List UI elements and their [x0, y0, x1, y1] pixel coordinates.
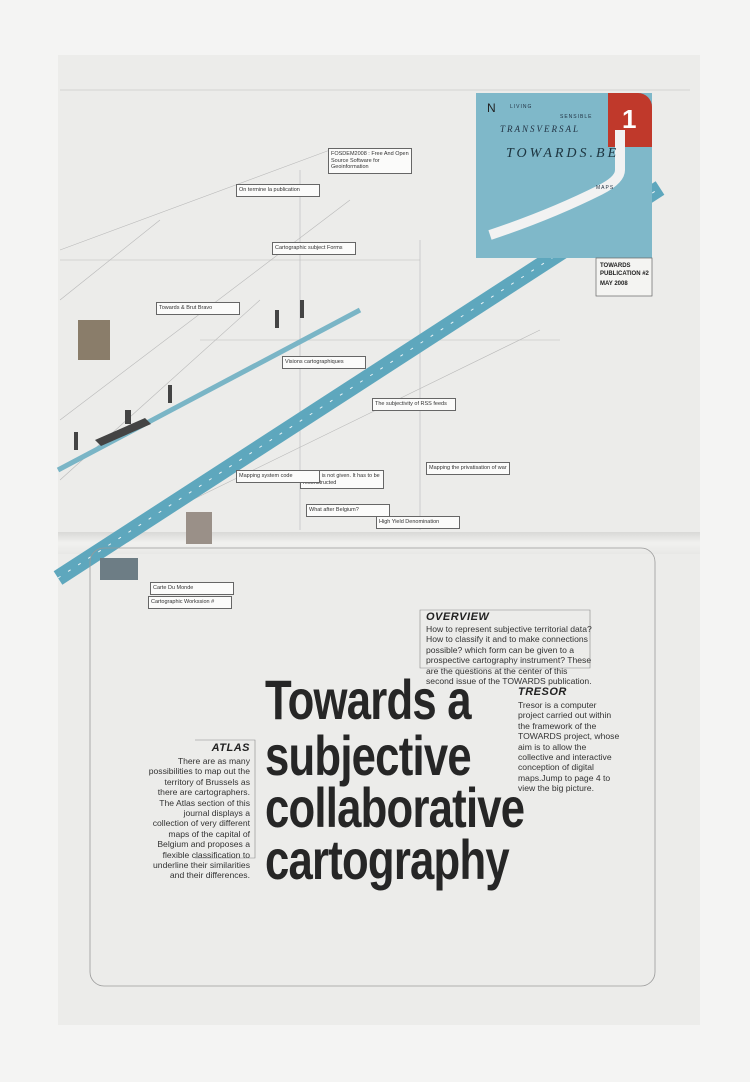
map-note: Mapping the privatisation of war	[426, 462, 510, 475]
headline-line: cartography	[265, 828, 510, 891]
content-frame	[89, 547, 656, 987]
map-note: What after Belgium?	[306, 504, 390, 517]
overview-text: How to represent subjective territorial …	[426, 624, 592, 687]
masthead-word: LIVING	[510, 104, 533, 110]
masthead-word: TRANSVERSAL	[500, 124, 580, 134]
date: MAY 2008	[600, 281, 628, 287]
headline-line: subjective	[265, 724, 472, 787]
tresor-text: Tresor is a computer project carried out…	[518, 700, 620, 794]
photo	[78, 320, 110, 360]
fold	[58, 532, 700, 554]
map-note: History is not given. It has to be recon…	[300, 470, 384, 489]
atlas-title: ATLAS	[211, 742, 250, 754]
photo	[186, 512, 212, 544]
atlas-text: There are as many possibilities to map o…	[148, 756, 250, 881]
map-note: Visions cartographiques	[282, 356, 366, 369]
map-note: The subjectivity of RSS feeds	[372, 398, 456, 411]
photo	[100, 558, 138, 580]
map-note: Towards & Brut Bravo	[156, 302, 240, 315]
map-note: Cartographic subject Forms	[272, 242, 356, 255]
map-note: High Yield Denomination	[376, 516, 460, 529]
cover-illustration	[488, 130, 625, 240]
map-note: Mapping system code	[236, 470, 320, 483]
tresor-title: TRESOR	[518, 686, 567, 698]
overview-frame	[419, 609, 591, 669]
map-icons	[74, 300, 304, 450]
headline-line: collaborative	[265, 776, 525, 839]
north-arrow: N	[487, 101, 496, 115]
maps-label: MAPS	[596, 185, 615, 191]
map-grid	[59, 89, 690, 541]
issue-number: 1	[622, 104, 637, 134]
map-note: Cartographic Workssion #	[148, 596, 232, 609]
map-note: On termine la publication	[236, 184, 320, 197]
masthead-word: SENSIBLE	[560, 114, 593, 120]
publication: TOWARDS PUBLICATION #2	[600, 263, 649, 277]
issue-label-box	[595, 257, 653, 297]
map-note: Carte Du Monde	[150, 582, 234, 595]
masthead: TOWARDS.BE	[506, 146, 620, 161]
overview-title: OVERVIEW	[426, 611, 490, 623]
atlas-frame	[195, 739, 256, 859]
map-note: FOSDEM2008 : Free And Open Source Softwa…	[328, 148, 412, 174]
headline-line: Towards a	[265, 668, 472, 731]
